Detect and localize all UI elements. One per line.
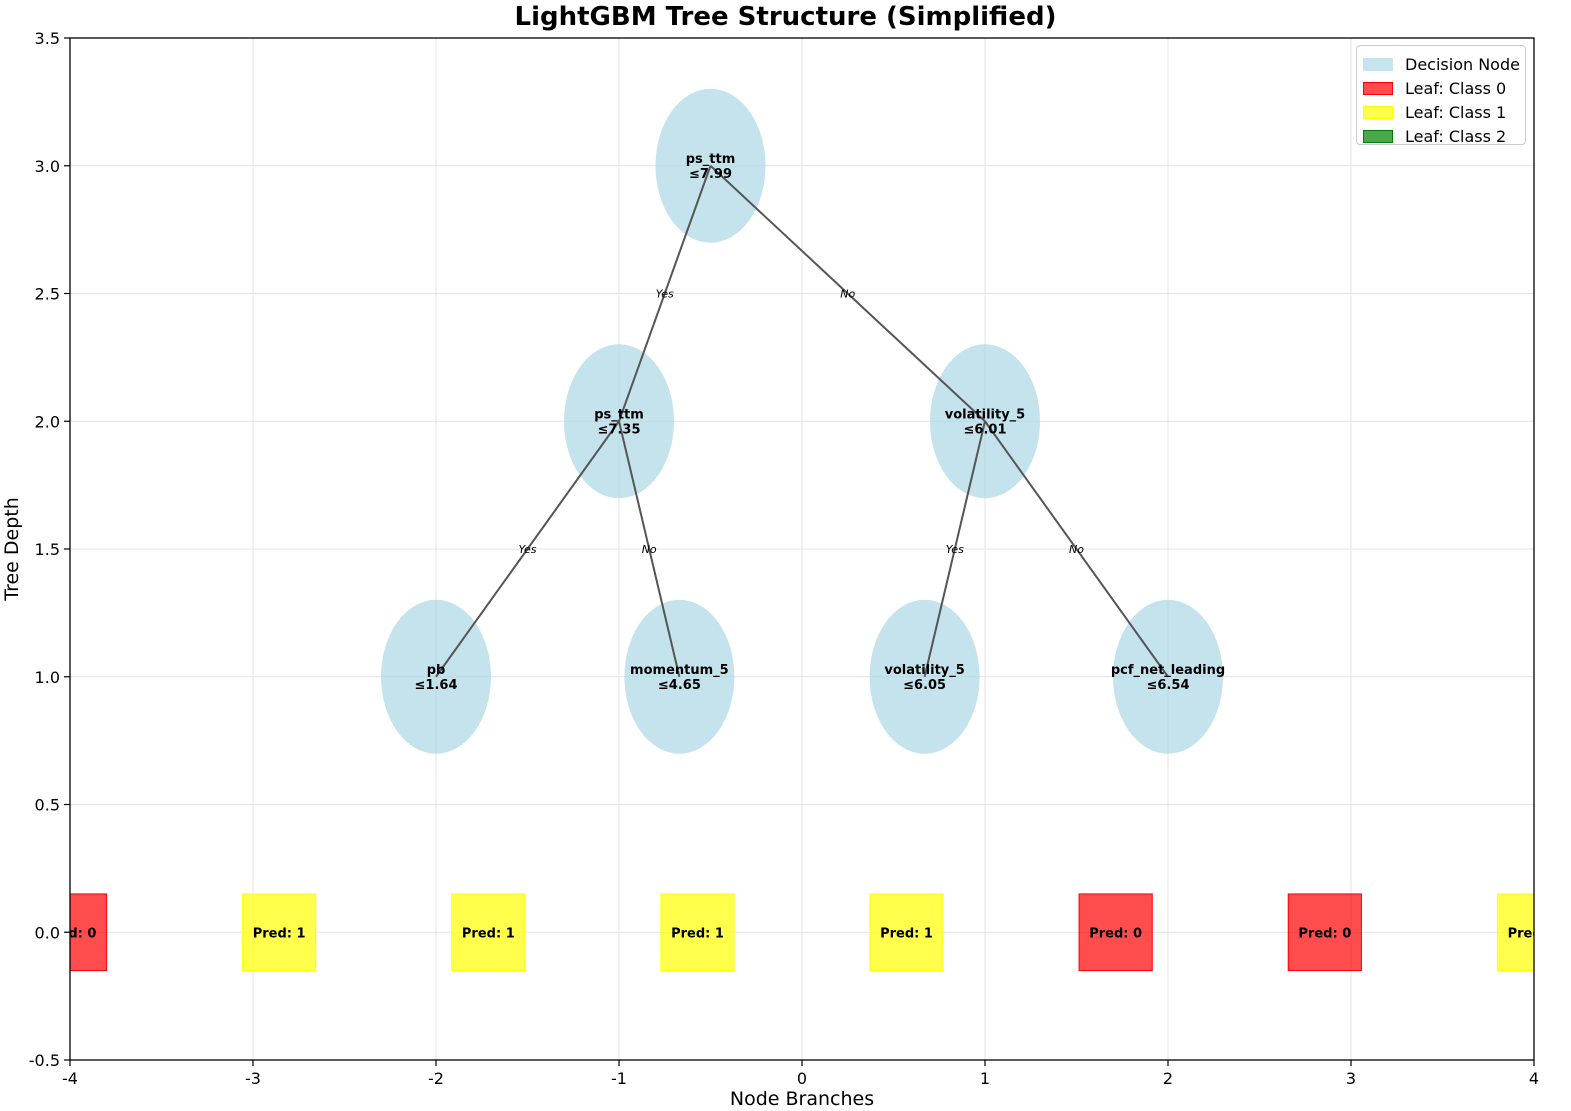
legend-item-class-1: Leaf: Class 1 [1363, 102, 1506, 122]
legend-swatch-class-2 [1363, 129, 1393, 143]
chart-title: LightGBM Tree Structure (Simplified) [514, 2, 1057, 32]
tree-edge [709, 165, 986, 422]
edge-label: No [840, 288, 855, 301]
legend: Decision Node Leaf: Class 0 Leaf: Class … [1356, 45, 1526, 146]
x-tick-label: -2 [428, 1069, 444, 1088]
tree-edge [435, 420, 620, 678]
x-axis-label: Node Branches [729, 1088, 875, 1110]
edge-label: Yes [656, 288, 674, 301]
y-tick-label: 1.0 [35, 668, 60, 687]
leaf-label: Pred: 1 [462, 926, 515, 941]
node-threshold-label: ≤4.65 [658, 678, 701, 693]
edge-label: No [1069, 543, 1084, 556]
leaf-label: Pred: 1 [671, 926, 724, 941]
legend-swatch-decision-node [1363, 57, 1393, 71]
x-tick-label: 2 [1163, 1069, 1173, 1088]
y-tick-label: -0.5 [29, 1051, 60, 1070]
y-tick-label: 1.5 [35, 540, 60, 559]
leaf-node [1078, 893, 1153, 972]
tree-edge [984, 420, 1169, 678]
leaf-node [869, 893, 944, 972]
legend-item-class-2: Leaf: Class 2 [1363, 126, 1506, 146]
y-axis-label: Tree Depth [1, 497, 23, 601]
node-feature-label: pb [427, 663, 446, 678]
leaf-node [1496, 893, 1534, 972]
y-tick-label: 0.0 [35, 923, 60, 942]
leaf-label: Pred: 1 [253, 926, 306, 941]
node-threshold-label: ≤1.64 [415, 678, 458, 693]
x-tick-label: -4 [62, 1069, 78, 1088]
node-threshold-label: ≤6.05 [903, 678, 946, 693]
edge-label: Yes [946, 543, 964, 556]
legend-swatch-class-0 [1363, 81, 1393, 95]
x-tick-label: -1 [611, 1069, 627, 1088]
leaf-node [1287, 893, 1362, 972]
edge-label: Yes [518, 543, 536, 556]
x-tick-label: 1 [980, 1069, 990, 1088]
y-tick-label: 3.0 [35, 157, 60, 176]
legend-label: Decision Node [1405, 54, 1520, 74]
legend-swatch-class-1 [1363, 105, 1393, 119]
leaf-label: Pred: 0 [1089, 926, 1142, 941]
node-threshold-label: ≤7.35 [598, 422, 641, 437]
node-threshold-label: ≤6.01 [964, 422, 1007, 437]
node-feature-label: momentum_5 [630, 663, 729, 678]
leaf-label: Pred: 1 [880, 926, 933, 941]
node-feature-label: ps_ttm [594, 407, 644, 422]
legend-label: Leaf: Class 1 [1405, 102, 1507, 122]
axes: -4 -3 -2 -1 0 1 2 3 4 -0.5 0.0 0.5 1.0 1.5 2.0 2.5 3.0 3.… [29, 29, 1539, 1088]
edge-label: No [642, 543, 657, 556]
legend-item-class-0: Leaf: Class 0 [1363, 78, 1506, 98]
leaf-node [70, 893, 108, 972]
tree-edge [923, 421, 986, 677]
y-tick-label: 0.5 [35, 796, 60, 815]
leaf-label: Pred: 0 [44, 926, 97, 941]
x-tick-label: 3 [1346, 1069, 1356, 1088]
node-feature-label: volatility_5 [884, 663, 964, 678]
node-threshold-label: ≤6.54 [1147, 678, 1190, 693]
x-tick-label: -3 [245, 1069, 261, 1088]
tree-edge [618, 165, 712, 422]
leaf-label: Pred: 1 [1508, 926, 1561, 941]
node-feature-label: volatility_5 [945, 407, 1025, 422]
leaf-node [451, 893, 526, 972]
leaf-label: Pred: 0 [1298, 926, 1351, 941]
leaf-node [660, 893, 735, 972]
node-feature-label: ps_ttm [686, 152, 736, 167]
y-tick-label: 2.0 [35, 412, 60, 431]
legend-label: Leaf: Class 0 [1405, 78, 1507, 98]
node-feature-label: pcf_net_leading [1111, 663, 1225, 678]
leaf-node [242, 893, 317, 972]
x-tick-label: 0 [797, 1069, 807, 1088]
y-tick-label: 3.5 [35, 29, 60, 48]
legend-label: Leaf: Class 2 [1405, 126, 1507, 146]
x-tick-label: 4 [1529, 1069, 1539, 1088]
legend-item-decision-node: Decision Node [1363, 54, 1520, 74]
node-threshold-label: ≤7.99 [689, 167, 732, 182]
y-tick-label: 2.5 [35, 285, 60, 304]
tree-edge [618, 421, 681, 677]
